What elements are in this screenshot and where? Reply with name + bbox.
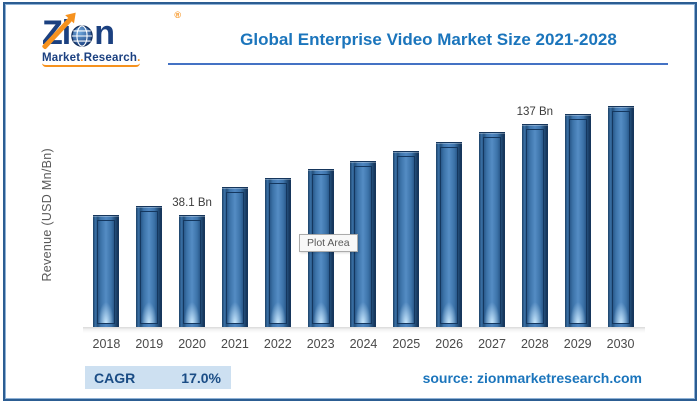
bar-slot-2025 [385, 100, 428, 327]
chart-title: Global Enterprise Video Market Size 2021… [240, 30, 617, 49]
bar-slot-2028: 137 Bn [513, 100, 556, 327]
bar-slot-2030 [599, 100, 642, 327]
plot-area-tooltip: Plot Area [299, 234, 358, 252]
x-tick-2024: 2024 [349, 337, 378, 351]
x-axis-labels: 2018 2019 2020 2021 2022 2023 2024 2025 2026 2027… [85, 337, 642, 351]
bar-2027 [479, 132, 506, 327]
y-axis-label: Revenue (USD Mn/Bn) [40, 148, 54, 282]
cagr-badge: CAGR 17.0% [85, 366, 231, 389]
bar-slot-2027 [471, 100, 514, 327]
bar-2019 [136, 206, 163, 327]
zion-market-research-logo: Z i n ® Market.Research. [41, 10, 181, 67]
cagr-value: 17.0% [181, 369, 221, 386]
bar-2025 [393, 151, 420, 327]
bar-2030 [607, 106, 634, 327]
bar-2020 [179, 215, 206, 327]
registered-trademark-icon: ® [174, 10, 181, 20]
bar-slot-2029 [556, 100, 599, 327]
bar-slot-2018 [85, 100, 128, 327]
x-tick-2026: 2026 [435, 337, 464, 351]
x-tick-2021: 2021 [221, 337, 249, 351]
x-tick-2023: 2023 [306, 337, 335, 351]
x-tick-2027: 2027 [478, 337, 506, 351]
x-tick-2022: 2022 [263, 337, 292, 351]
x-tick-2029: 2029 [563, 337, 592, 351]
chart-baseline-floor [83, 327, 645, 333]
x-tick-2028: 2028 [520, 337, 549, 351]
logo-letter-i: i [61, 14, 72, 52]
bar-slot-2022 [256, 100, 299, 327]
bar-2026 [436, 142, 463, 327]
globe-icon [71, 25, 94, 47]
data-label-2028: 137 Bn [516, 106, 554, 118]
bar-slot-2026 [428, 100, 471, 327]
x-tick-2019: 2019 [135, 337, 164, 351]
bar-slot-2019 [128, 100, 171, 327]
bar-2029 [564, 114, 591, 327]
logo-letter-z: Z [41, 16, 73, 50]
bar-slot-2021 [214, 100, 257, 327]
bar-slot-2024 [342, 100, 385, 327]
cagr-label: CAGR [94, 369, 136, 386]
source-text: source: zionmarketresearch.com [422, 370, 642, 386]
bar-2018 [93, 215, 120, 327]
x-tick-2025: 2025 [392, 337, 421, 351]
bar-2022 [264, 178, 291, 327]
bar-2028 [521, 124, 548, 327]
logo-subtitle: Market.Research. [42, 52, 141, 67]
bar-slot-2023 [299, 100, 342, 327]
header-divider [168, 63, 668, 65]
x-tick-2018: 2018 [92, 337, 121, 351]
bar-chart: 38.1 Bn 137 Bn [85, 100, 642, 327]
bar-slot-2020: 38.1 Bn [171, 100, 214, 327]
x-tick-2030: 2030 [606, 337, 635, 351]
logo-letter-n: n [94, 14, 115, 52]
bar-2021 [221, 187, 248, 327]
data-label-2020: 38.1 Bn [172, 197, 212, 209]
x-tick-2020: 2020 [178, 337, 207, 351]
